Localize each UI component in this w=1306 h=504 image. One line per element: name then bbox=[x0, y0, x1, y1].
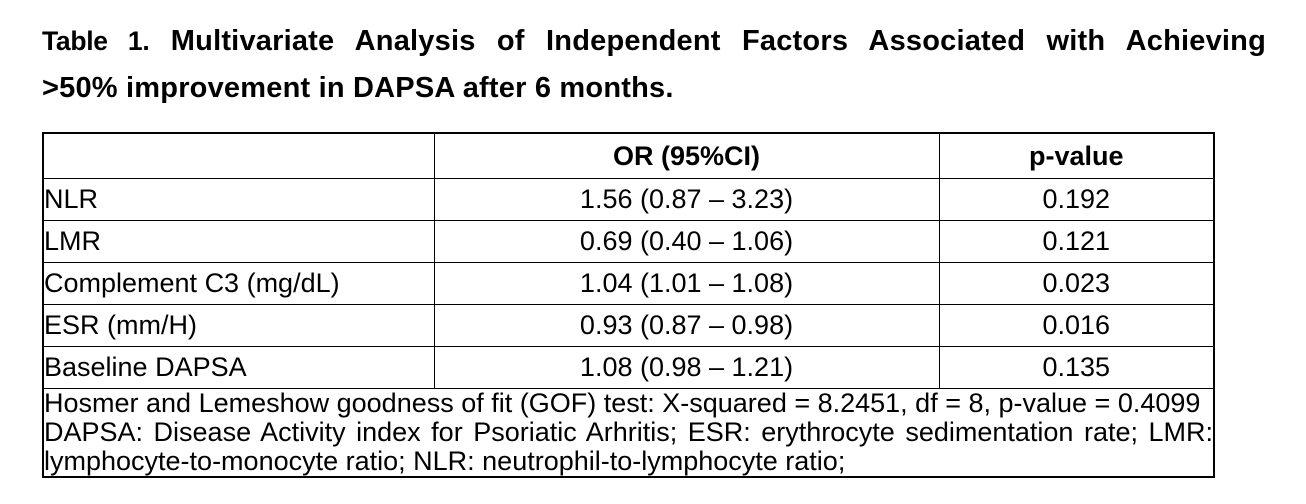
p-value-cell: 0.121 bbox=[938, 220, 1215, 263]
table-row: NLR 1.56 (0.87 – 3.23) 0.192 bbox=[42, 178, 1215, 221]
table-row: Baseline DAPSA 1.08 (0.98 – 1.21) 0.135 bbox=[42, 346, 1215, 389]
factor-cell: Complement C3 (mg/dL) bbox=[42, 262, 435, 305]
or-ci-cell: 1.08 (0.98 – 1.21) bbox=[433, 346, 940, 389]
footnote-cell: Hosmer and Lemeshow goodness of fit (GOF… bbox=[42, 388, 1215, 478]
or-ci-cell: 1.56 (0.87 – 3.23) bbox=[433, 178, 940, 221]
table-title-line-1: Table 1. Multivariate Analysis of Indepe… bbox=[42, 18, 1266, 65]
table-header-row: OR (95%CI) p-value bbox=[42, 132, 1215, 179]
results-table: OR (95%CI) p-value NLR 1.56 (0.87 – 3.23… bbox=[42, 132, 1215, 478]
table-title: Table 1. Multivariate Analysis of Indepe… bbox=[42, 18, 1266, 112]
p-value-cell: 0.023 bbox=[938, 262, 1215, 305]
factor-cell: LMR bbox=[42, 220, 435, 263]
table-row: LMR 0.69 (0.40 – 1.06) 0.121 bbox=[42, 220, 1215, 263]
factor-cell: NLR bbox=[42, 178, 435, 221]
column-header-p-value: p-value bbox=[938, 132, 1215, 179]
or-ci-cell: 0.93 (0.87 – 0.98) bbox=[433, 304, 940, 347]
p-value-cell: 0.016 bbox=[938, 304, 1215, 347]
p-value-cell: 0.192 bbox=[938, 178, 1215, 221]
column-header-factor bbox=[42, 132, 435, 179]
or-ci-cell: 1.04 (1.01 – 1.08) bbox=[433, 262, 940, 305]
factor-cell: ESR (mm/H) bbox=[42, 304, 435, 347]
factor-cell: Baseline DAPSA bbox=[42, 346, 435, 389]
table-row: Complement C3 (mg/dL) 1.04 (1.01 – 1.08)… bbox=[42, 262, 1215, 305]
footnote-goodness-of-fit: Hosmer and Lemeshow goodness of fit (GOF… bbox=[44, 388, 1201, 418]
footnote-row: Hosmer and Lemeshow goodness of fit (GOF… bbox=[42, 388, 1215, 478]
or-ci-cell: 0.69 (0.40 – 1.06) bbox=[433, 220, 940, 263]
table-title-text: Multivariate Analysis of Independent Fac… bbox=[170, 25, 1266, 57]
footnote-abbreviations: DAPSA: Disease Activity index for Psoria… bbox=[44, 417, 1213, 476]
table-caption-label: Table 1. bbox=[42, 26, 150, 56]
table-title-line-2: >50% improvement in DAPSA after 6 months… bbox=[42, 72, 674, 104]
column-header-or-ci: OR (95%CI) bbox=[433, 132, 940, 179]
p-value-cell: 0.135 bbox=[938, 346, 1215, 389]
table-row: ESR (mm/H) 0.93 (0.87 – 0.98) 0.016 bbox=[42, 304, 1215, 347]
